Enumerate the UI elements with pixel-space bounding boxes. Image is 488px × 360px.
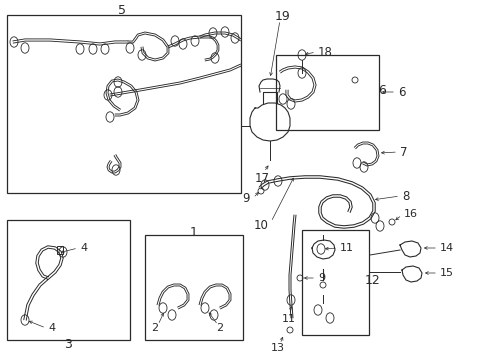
Text: 9: 9 [317,273,325,283]
Text: 8: 8 [401,189,408,202]
Text: 6: 6 [377,84,385,96]
Bar [57,246,63,254]
Text: 15: 15 [439,268,453,278]
Text: 13: 13 [270,343,285,353]
Text: 1: 1 [190,225,198,239]
Bar [7,15,241,193]
Bar [275,55,378,130]
Text: 16: 16 [403,209,417,219]
Text: 19: 19 [275,9,290,23]
Bar [7,220,130,340]
Bar [302,230,368,335]
Text: 10: 10 [254,219,268,231]
Text: 2: 2 [151,323,158,333]
Text: 4: 4 [80,243,87,253]
Text: 3: 3 [64,338,72,351]
Text: 12: 12 [365,274,380,287]
Text: 4: 4 [48,323,55,333]
Text: 11: 11 [339,243,353,253]
Text: 2: 2 [216,323,223,333]
Text: 14: 14 [439,243,453,253]
Text: 9: 9 [242,192,249,204]
Text: 18: 18 [317,45,332,58]
Bar [145,235,243,340]
Text: 6: 6 [397,86,405,99]
Text: 17: 17 [254,171,269,185]
Text: 11: 11 [282,314,295,324]
Text: 7: 7 [399,145,407,158]
Text: 5: 5 [118,4,126,17]
